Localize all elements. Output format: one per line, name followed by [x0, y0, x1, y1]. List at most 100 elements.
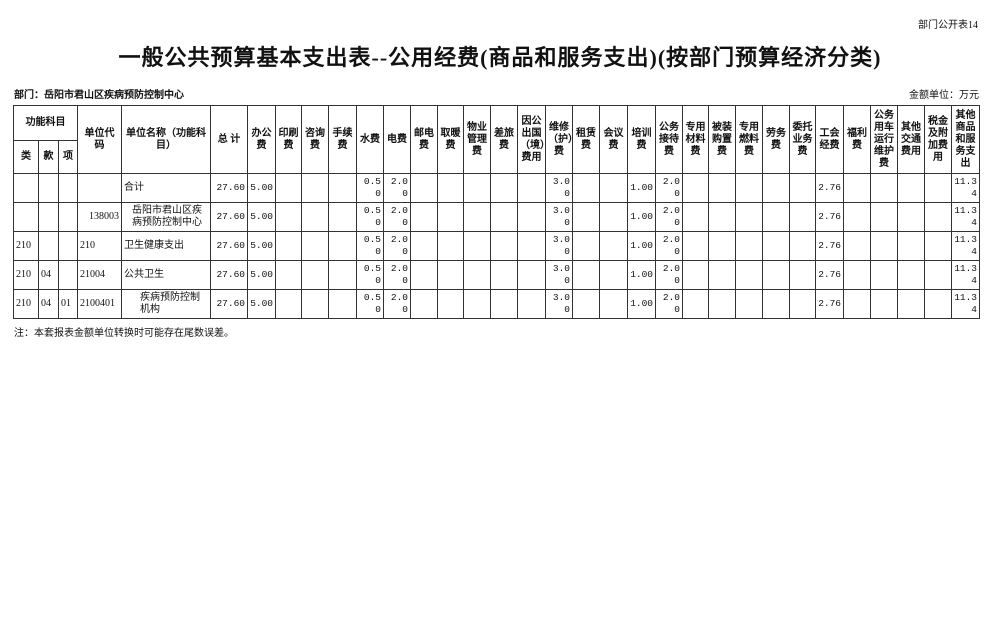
- amount-cell: [843, 202, 871, 232]
- column-header: 电费: [383, 105, 411, 174]
- amount-cell: [437, 289, 464, 319]
- amount-cell: 2.00: [655, 231, 683, 261]
- column-header: 公务用车运行维护费: [870, 105, 898, 174]
- amount-cell: [789, 289, 816, 319]
- amount-cell: [301, 173, 329, 203]
- text-cell: 04: [38, 260, 59, 290]
- amount-cell: [897, 260, 925, 290]
- amount-cell: [924, 289, 952, 319]
- amount-cell: [682, 260, 709, 290]
- text-cell: 合计: [121, 173, 211, 203]
- amount-cell: [410, 260, 438, 290]
- title: 一般公共预算基本支出表--公用经费(商品和服务支出)(按部门预算经济分类): [118, 45, 882, 70]
- text-cell: 210: [77, 231, 122, 261]
- amount-cell: 5.00: [247, 231, 276, 261]
- amount-cell: 2.00: [655, 202, 683, 232]
- column-header: 单位名称（功能科目）: [121, 105, 211, 174]
- column-header: 差旅费: [490, 105, 518, 174]
- amount-cell: 11.34: [951, 173, 980, 203]
- amount-cell: [275, 173, 302, 203]
- amount-cell: [410, 289, 438, 319]
- amount-cell: 11.34: [951, 289, 980, 319]
- amount-cell: [301, 260, 329, 290]
- amount-cell: [572, 173, 600, 203]
- amount-cell: [437, 202, 464, 232]
- amount-cell: 2.00: [383, 173, 411, 203]
- text-cell: 疾病预防控制机构: [121, 289, 211, 319]
- column-header: 其他交通费用: [897, 105, 925, 174]
- amount-cell: [328, 289, 357, 319]
- amount-cell: [463, 260, 491, 290]
- header-row: 类款项: [13, 140, 980, 174]
- amount-cell: [572, 202, 600, 232]
- amount-cell: [517, 202, 546, 232]
- amount-cell: [924, 173, 952, 203]
- amount-cell: 1.00: [627, 173, 656, 203]
- column-header: 税金及附加费用: [924, 105, 952, 174]
- column-header: 专用燃料费: [735, 105, 763, 174]
- amount-cell: 2.00: [655, 173, 683, 203]
- amount-cell: [328, 231, 357, 261]
- amount-cell: [599, 260, 628, 290]
- data-row: 138003 岳阳市君山区疾病预防控制中心 27.60 5.00 0.50 2.00 3.0…: [13, 202, 980, 232]
- column-header: 工会经费: [815, 105, 844, 174]
- amount-cell: [870, 231, 898, 261]
- amount-cell: [463, 289, 491, 319]
- column-header: 单位代码: [77, 105, 122, 174]
- amount-cell: [572, 231, 600, 261]
- amount-cell: [275, 289, 302, 319]
- column-header: 总 计: [210, 105, 248, 174]
- amount-cell: 3.00: [545, 260, 573, 290]
- text-cell: 卫生健康支出: [121, 231, 211, 261]
- amount-cell: [572, 289, 600, 319]
- amount-cell: [789, 173, 816, 203]
- amount-cell: [599, 173, 628, 203]
- amount-cell: [708, 231, 736, 261]
- amount-cell: 27.60: [210, 260, 248, 290]
- text-cell: [13, 173, 39, 203]
- amount-cell: [517, 173, 546, 203]
- amount-cell: [490, 231, 518, 261]
- amount-cell: 2.76: [815, 289, 844, 319]
- column-header: 专用材料费: [682, 105, 709, 174]
- column-header: 委托业务费: [789, 105, 816, 174]
- amount-cell: [870, 202, 898, 232]
- amount-cell: [897, 202, 925, 232]
- amount-cell: [490, 202, 518, 232]
- amount-cell: [762, 260, 790, 290]
- amount-cell: [789, 202, 816, 232]
- amount-cell: [870, 173, 898, 203]
- column-header: 培训费: [627, 105, 656, 174]
- amount-cell: [762, 173, 790, 203]
- amount-cell: [762, 202, 790, 232]
- column-header: 印刷费: [275, 105, 302, 174]
- amount-cell: [897, 289, 925, 319]
- amount-cell: 11.34: [951, 231, 980, 261]
- column-header: 项: [58, 140, 78, 174]
- amount-cell: [762, 231, 790, 261]
- amount-cell: [301, 202, 329, 232]
- amount-cell: 1.00: [627, 202, 656, 232]
- amount-cell: 27.60: [210, 231, 248, 261]
- amount-cell: 3.00: [545, 173, 573, 203]
- text-cell: [58, 202, 78, 232]
- amount-cell: 0.50: [356, 260, 384, 290]
- amount-cell: [490, 260, 518, 290]
- amount-cell: 5.00: [247, 173, 276, 203]
- amount-cell: [463, 173, 491, 203]
- text-cell: [38, 173, 59, 203]
- amount-cell: 27.60: [210, 289, 248, 319]
- amount-cell: [275, 260, 302, 290]
- amount-cell: [410, 173, 438, 203]
- column-header: 物业管理费: [463, 105, 491, 174]
- amount-cell: [924, 202, 952, 232]
- amount-cell: [735, 231, 763, 261]
- amount-cell: [843, 173, 871, 203]
- page-number: 部门公开表14: [918, 20, 978, 31]
- amount-cell: 27.60: [210, 202, 248, 232]
- amount-cell: [843, 260, 871, 290]
- amount-cell: [437, 173, 464, 203]
- data-row: 210 04 01 2100401 疾病预防控制机构 27.60 5.00 0.50 2.00 3…: [13, 289, 980, 319]
- text-cell: [38, 231, 59, 261]
- footnote: 注：本套报表金额单位转换时可能存在尾数误差。: [14, 328, 234, 339]
